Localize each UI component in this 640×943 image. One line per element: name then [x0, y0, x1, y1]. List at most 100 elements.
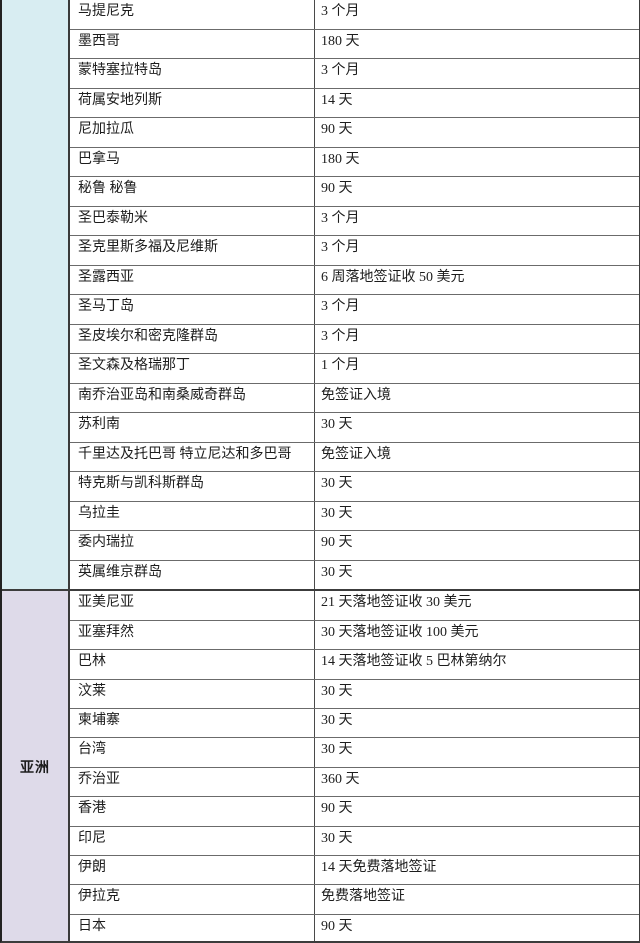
visa-duration-cell: 免签证入境	[321, 446, 391, 462]
table-row: 蒙特塞拉特岛 3 个月	[70, 58, 639, 88]
country-cell: 圣克里斯多福及尼维斯	[70, 236, 315, 265]
visa-duration-cell: 21 天落地签证收 30 美元	[321, 595, 472, 611]
visa-duration-cell: 90 天	[321, 122, 353, 138]
country-cell: 马提尼克	[70, 0, 315, 29]
table-row: 马提尼克 3 个月	[70, 0, 639, 29]
visa-duration-cell: 30 天	[321, 712, 353, 728]
country-cell: 日本	[70, 914, 315, 941]
visa-duration-cell: 30 天	[321, 476, 353, 492]
table-row: 伊拉克 免费落地签证	[70, 884, 639, 914]
visa-duration-cell: 14 天免费落地签证	[321, 859, 437, 875]
table-row: 委内瑞拉 90 天	[70, 530, 639, 560]
country-cell: 英属维京群岛	[70, 560, 315, 590]
country-cell: 圣马丁岛	[70, 295, 315, 324]
table-row: 秘鲁 秘鲁 90 天	[70, 176, 639, 206]
region-cell	[2, 0, 70, 590]
table-row: 特克斯与凯科斯群岛 30 天	[70, 471, 639, 501]
country-cell: 圣皮埃尔和密克隆群岛	[70, 324, 315, 354]
visa-duration-cell: 6 周落地签证收 50 美元	[321, 269, 465, 285]
visa-duration-cell: 30 天	[321, 564, 353, 580]
country-cell: 圣巴泰勒米	[70, 206, 315, 236]
visa-duration-cell: 180 天	[321, 33, 360, 49]
visa-duration-cell: 14 天	[321, 92, 353, 108]
table-row: 圣马丁岛 3 个月	[70, 294, 639, 324]
table-row: 台湾 30 天	[70, 737, 639, 767]
table-row: 亚美尼亚 21 天落地签证收 30 美元	[70, 591, 639, 620]
region-label: 亚洲	[20, 761, 50, 777]
country-cell: 特克斯与凯科斯群岛	[70, 472, 315, 501]
visa-duration-cell: 90 天	[321, 801, 353, 817]
visa-duration-cell: 1 个月	[321, 358, 360, 374]
visa-duration-cell: 3 个月	[321, 299, 360, 315]
visa-duration-cell: 3 个月	[321, 210, 360, 226]
visa-duration-cell: 360 天	[321, 771, 360, 787]
visa-duration-cell: 3 个月	[321, 240, 360, 256]
section-rows: 亚美尼亚 21 天落地签证收 30 美元亚塞拜然 30 天落地签证收 100 美元巴…	[70, 591, 639, 941]
table-row: 南乔治亚岛和南桑威奇群岛 免签证入境	[70, 382, 639, 413]
country-cell: 香港	[70, 797, 315, 826]
table-row: 圣克里斯多福及尼维斯 3 个月	[70, 235, 639, 265]
country-cell: 千里达及托巴哥 特立尼达和多巴哥	[70, 442, 315, 472]
visa-duration-cell: 90 天	[321, 918, 353, 934]
country-cell: 委内瑞拉	[70, 531, 315, 560]
visa-duration-cell: 30 天	[321, 742, 353, 758]
country-cell: 印尼	[70, 826, 315, 855]
table-row: 荷属安地列斯 14 天	[70, 87, 639, 118]
table-row: 香港 90 天	[70, 796, 639, 826]
country-cell: 巴拿马	[70, 147, 315, 177]
table-row: 汶莱 30 天	[70, 678, 639, 708]
country-cell: 荷属安地列斯	[70, 88, 315, 118]
table-row: 尼加拉瓜 90 天	[70, 117, 639, 147]
region-section: 亚洲 亚美尼亚 21 天落地签证收 30 美元亚塞拜然 30 天落地签证收 100 …	[2, 589, 639, 941]
country-cell: 乔治亚	[70, 767, 315, 797]
region-section: 马提尼克 3 个月 墨西哥 180 天蒙特塞拉特岛 3 个月 荷属安地列斯 14 天尼加拉瓜…	[2, 0, 639, 590]
table-row: 日本 90 天	[70, 913, 639, 941]
table-row: 乌拉圭 30 天	[70, 500, 639, 531]
country-cell: 汶莱	[70, 679, 315, 708]
country-cell: 南乔治亚岛和南桑威奇群岛	[70, 383, 315, 413]
country-cell: 亚美尼亚	[70, 591, 315, 620]
visa-duration-cell: 30 天	[321, 830, 353, 846]
table-row: 伊朗 14 天免费落地签证	[70, 854, 639, 885]
country-cell: 墨西哥	[70, 29, 315, 59]
visa-duration-cell: 3 个月	[321, 4, 360, 19]
country-cell: 伊拉克	[70, 885, 315, 914]
visa-duration-cell: 90 天	[321, 181, 353, 197]
country-cell: 乌拉圭	[70, 501, 315, 531]
country-cell: 圣露西亚	[70, 265, 315, 295]
visa-duration-cell: 30 天	[321, 505, 353, 521]
country-cell: 苏利南	[70, 413, 315, 442]
table-row: 乔治亚 360 天	[70, 766, 639, 797]
table-row: 千里达及托巴哥 特立尼达和多巴哥 免签证入境	[70, 441, 639, 472]
visa-duration-cell: 免费落地签证	[321, 889, 405, 905]
table-row: 巴林 14 天落地签证收 5 巴林第纳尔	[70, 649, 639, 679]
table-row: 圣巴泰勒米 3 个月	[70, 205, 639, 236]
table-row: 亚塞拜然 30 天落地签证收 100 美元	[70, 619, 639, 650]
table-row: 墨西哥 180 天	[70, 28, 639, 59]
country-cell: 巴林	[70, 650, 315, 679]
visa-duration-cell: 30 天落地签证收 100 美元	[321, 624, 479, 640]
country-cell: 蒙特塞拉特岛	[70, 59, 315, 88]
visa-duration-cell: 90 天	[321, 535, 353, 551]
country-cell: 伊朗	[70, 855, 315, 885]
region-cell: 亚洲	[2, 591, 70, 941]
table-row: 圣文森及格瑞那丁 1 个月	[70, 353, 639, 383]
section-rows: 马提尼克 3 个月 墨西哥 180 天蒙特塞拉特岛 3 个月 荷属安地列斯 14 天尼加拉瓜…	[70, 0, 639, 590]
country-cell: 台湾	[70, 738, 315, 767]
country-cell: 柬埔寨	[70, 708, 315, 738]
table-row: 圣露西亚 6 周落地签证收 50 美元	[70, 264, 639, 295]
visa-duration-cell: 3 个月	[321, 328, 360, 344]
table-row: 英属维京群岛 30 天	[70, 559, 639, 590]
visa-duration-cell: 180 天	[321, 151, 360, 167]
visa-duration-cell: 免签证入境	[321, 387, 391, 403]
table-row: 印尼 30 天	[70, 825, 639, 855]
visa-duration-cell: 3 个月	[321, 63, 360, 79]
visa-duration-cell: 30 天	[321, 683, 353, 699]
table-row: 圣皮埃尔和密克隆群岛 3 个月	[70, 323, 639, 354]
visa-duration-cell: 30 天	[321, 417, 353, 433]
table-row: 巴拿马 180 天	[70, 146, 639, 177]
table-row: 苏利南 30 天	[70, 412, 639, 442]
table-row: 柬埔寨 30 天	[70, 707, 639, 738]
country-cell: 秘鲁 秘鲁	[70, 177, 315, 206]
